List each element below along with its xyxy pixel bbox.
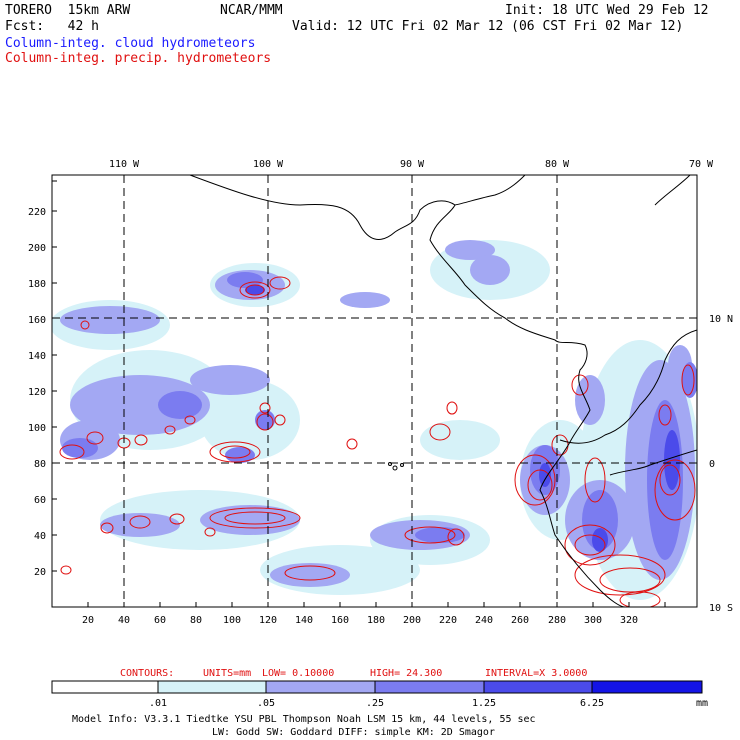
contours-low: LOW= 0.10000 [262, 668, 334, 679]
valid-time: Valid: 12 UTC Fri 02 Mar 12 (06 CST Fri … [292, 19, 684, 34]
y-tick-label: 20 [34, 567, 46, 578]
contours-interval: INTERVAL=X 3.0000 [485, 668, 587, 679]
x-tick-label: 280 [548, 615, 566, 626]
lat-label-10n: 10 N [709, 314, 733, 325]
x-tick-label: 180 [367, 615, 385, 626]
x-tick-label: 100 [223, 615, 241, 626]
y-tick-label: 80 [34, 459, 46, 470]
y-tick-label: 160 [28, 315, 46, 326]
colorbar-bin [374, 680, 485, 694]
lat-label-10s: 10 S [709, 603, 733, 614]
model-info-line2: LW: Godd SW: Goddard DIFF: simple KM: 2D… [212, 727, 495, 738]
center-name: NCAR/MMM [220, 3, 283, 18]
y-tick-label: 120 [28, 387, 46, 398]
x-tick-label: 240 [475, 615, 493, 626]
y-tick-label: 220 [28, 207, 46, 218]
colorbar-label: 6.25 [580, 698, 604, 709]
colorbar-label: .05 [257, 698, 275, 709]
lon-labels: 110 W 100 W 90 W 80 W 70 W [109, 159, 714, 170]
x-tick-labels: 20 40 60 80 100 120 140 160 180 200 220 … [82, 615, 638, 626]
contours-high: HIGH= 24.300 [370, 668, 442, 679]
colorbar-label: 1.25 [472, 698, 496, 709]
y-tick-label: 140 [28, 351, 46, 362]
colorbar [51, 680, 703, 694]
y-axis-ticks [52, 180, 57, 572]
lat-label-eq: 0 [709, 459, 715, 470]
x-tick-label: 260 [511, 615, 529, 626]
model-info-footer: Model Info: V3.3.1 Tiedtke YSU PBL Thomp… [72, 714, 536, 738]
colorbar-bin [483, 680, 593, 694]
x-tick-label: 300 [584, 615, 602, 626]
x-tick-label: 120 [259, 615, 277, 626]
colorbar-unit: mm [696, 698, 708, 709]
x-axis-ticks [87, 602, 666, 607]
y-tick-label: 200 [28, 243, 46, 254]
colorbar-bin [51, 680, 159, 694]
colorbar-bin [157, 680, 267, 694]
x-tick-label: 20 [82, 615, 94, 626]
y-tick-labels: 20 40 60 80 100 120 140 160 180 200 220 [28, 207, 46, 578]
forecast-hour: Fcst: 42 h [5, 19, 99, 34]
y-tick-label: 100 [28, 423, 46, 434]
colorbar-bin [591, 680, 703, 694]
lon-label-80w: 80 W [545, 159, 570, 170]
x-tick-label: 80 [190, 615, 202, 626]
contours-label: CONTOURS: [120, 668, 174, 679]
coastlines [189, 175, 697, 607]
precip-contours [59, 276, 696, 607]
contours-info: CONTOURS: UNITS=mm LOW= 0.10000 HIGH= 24… [120, 668, 587, 679]
x-tick-label: 320 [620, 615, 638, 626]
colorbar-labels: .01 .05 .25 1.25 6.25 mm [149, 698, 708, 709]
x-tick-label: 200 [403, 615, 421, 626]
colorbar-label: .25 [366, 698, 384, 709]
x-tick-label: 60 [154, 615, 166, 626]
lon-label-100w: 100 W [253, 159, 284, 170]
model-info-line1: Model Info: V3.3.1 Tiedtke YSU PBL Thomp… [72, 714, 536, 725]
x-tick-label: 160 [331, 615, 349, 626]
x-tick-label: 40 [118, 615, 130, 626]
x-tick-label: 220 [439, 615, 457, 626]
lon-label-110w: 110 W [109, 159, 140, 170]
model-name: TORERO 15km ARW [5, 3, 131, 18]
colorbar-bin [265, 680, 376, 694]
latlon-grid [52, 175, 697, 607]
x-tick-label: 140 [295, 615, 313, 626]
field-title-precip: Column-integ. precip. hydrometeors [5, 51, 272, 66]
cloud-core-areas [245, 285, 680, 552]
lat-labels: 10 N 0 10 S [709, 314, 733, 614]
hydrometeor-field [52, 175, 697, 607]
lon-label-90w: 90 W [400, 159, 425, 170]
y-tick-label: 40 [34, 531, 46, 542]
y-tick-label: 180 [28, 279, 46, 290]
contours-units: UNITS=mm [203, 668, 251, 679]
init-time: Init: 18 UTC Wed 29 Feb 12 [505, 3, 709, 18]
colorbar-label: .01 [149, 698, 167, 709]
y-tick-label: 60 [34, 495, 46, 506]
lon-label-70w: 70 W [689, 159, 714, 170]
field-title-cloud: Column-integ. cloud hydrometeors [5, 36, 256, 51]
